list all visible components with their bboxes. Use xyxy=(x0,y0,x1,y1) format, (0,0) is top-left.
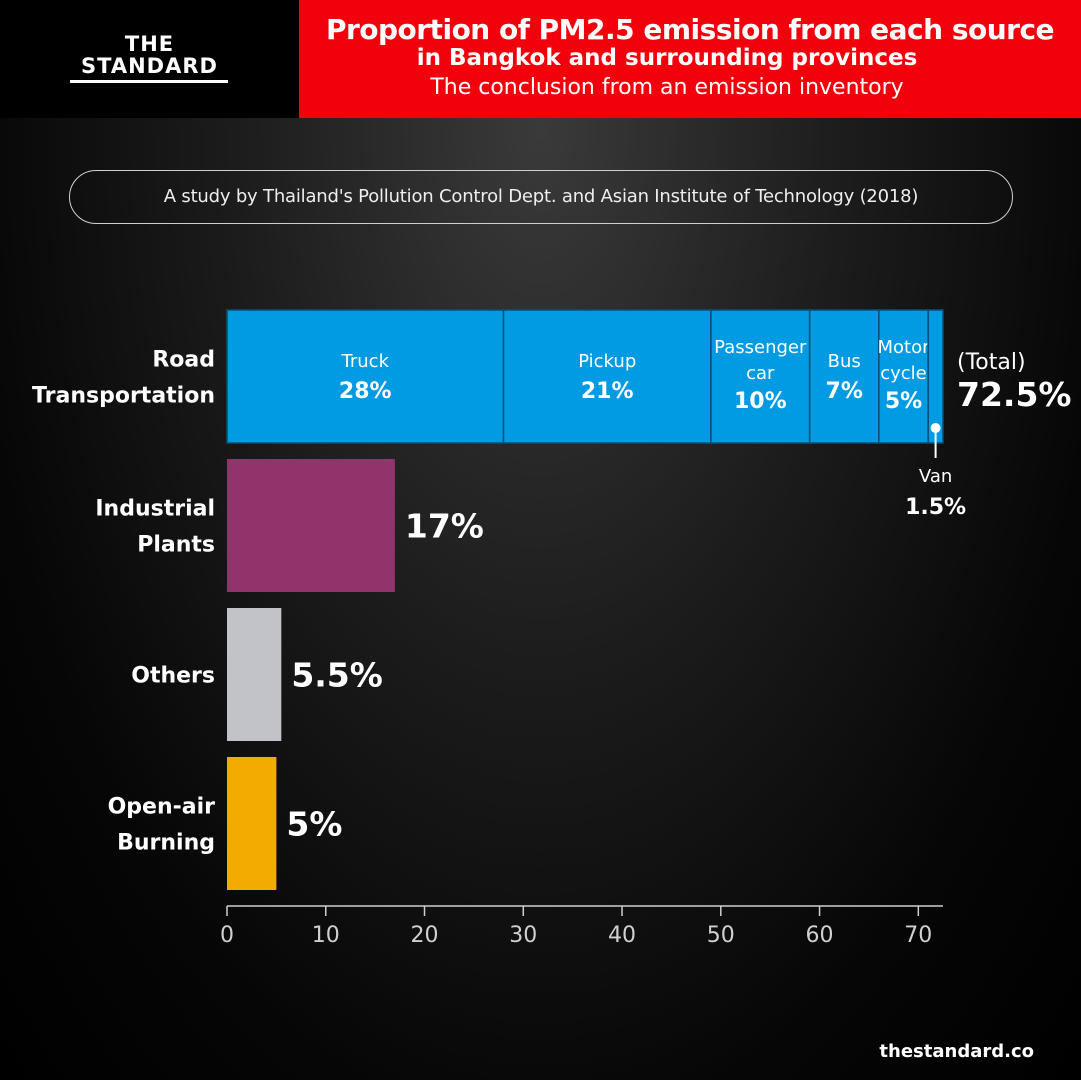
segment-value-label: 5% xyxy=(885,389,922,414)
data-label: 72.5% xyxy=(957,375,1072,414)
source-note: A study by Thailand's Pollution Control … xyxy=(69,170,1013,224)
x-tick-label: 40 xyxy=(608,923,636,948)
category-label: Industrial xyxy=(95,497,215,522)
x-tick-label: 10 xyxy=(312,923,340,948)
category-label: Plants xyxy=(137,533,215,558)
segment-label: Motor xyxy=(877,337,930,358)
brand-logo: THE STANDARD xyxy=(0,33,299,77)
callout-dot xyxy=(930,423,941,433)
segment-label: Pickup xyxy=(578,351,636,372)
segment-label: Van xyxy=(919,466,952,487)
category-label: Open-air xyxy=(108,795,216,820)
bar xyxy=(227,608,282,741)
chart-title: Proportion of PM2.5 emission from each s… xyxy=(325,13,1055,46)
bar-segment xyxy=(808,309,880,444)
data-label: 5.5% xyxy=(291,656,383,695)
segment-value-label: 28% xyxy=(339,379,392,404)
x-tick-label: 0 xyxy=(220,923,234,948)
bar xyxy=(227,459,395,592)
segment-label: Truck xyxy=(341,351,390,372)
x-tick-label: 60 xyxy=(806,923,834,948)
bar-segment xyxy=(878,309,929,444)
x-tick-label: 30 xyxy=(509,923,537,948)
segment-value-label: 10% xyxy=(734,389,787,414)
x-tick-label: 50 xyxy=(707,923,735,948)
website-label: thestandard.co xyxy=(879,1041,1034,1062)
total-label: (Total) xyxy=(957,350,1026,375)
segment-value-label: 1.5% xyxy=(905,495,966,520)
category-label: Burning xyxy=(117,831,215,856)
category-label: Others xyxy=(131,664,215,689)
brand-logo-panel: THE STANDARD xyxy=(0,0,299,118)
brand-underline xyxy=(70,80,228,83)
bar-segment xyxy=(226,309,505,444)
chart-subtitle-secondary: The conclusion from an emission inventor… xyxy=(430,75,904,100)
segment-label: Passenger xyxy=(714,337,807,358)
bar-segment xyxy=(710,309,811,444)
segment-label: car xyxy=(746,363,775,384)
brand-logo-line1: THE xyxy=(124,32,175,56)
data-label: 17% xyxy=(405,507,484,546)
segment-label: Bus xyxy=(828,351,861,372)
segment-value-label: 7% xyxy=(826,379,863,404)
brand-logo-line2: STANDARD xyxy=(81,54,218,78)
category-label: Road xyxy=(152,348,215,373)
bar xyxy=(227,757,277,890)
chart-subtitle: in Bangkok and surrounding provinces xyxy=(416,45,918,71)
x-tick-label: 70 xyxy=(904,923,932,948)
segment-value-label: 21% xyxy=(581,379,634,404)
segment-label: cycle xyxy=(880,363,927,384)
data-label: 5% xyxy=(286,805,342,844)
category-label: Transportation xyxy=(32,384,215,409)
header-banner: Proportion of PM2.5 emission from each s… xyxy=(299,0,1081,118)
x-tick-label: 20 xyxy=(411,923,439,948)
bar-segment xyxy=(502,309,712,444)
